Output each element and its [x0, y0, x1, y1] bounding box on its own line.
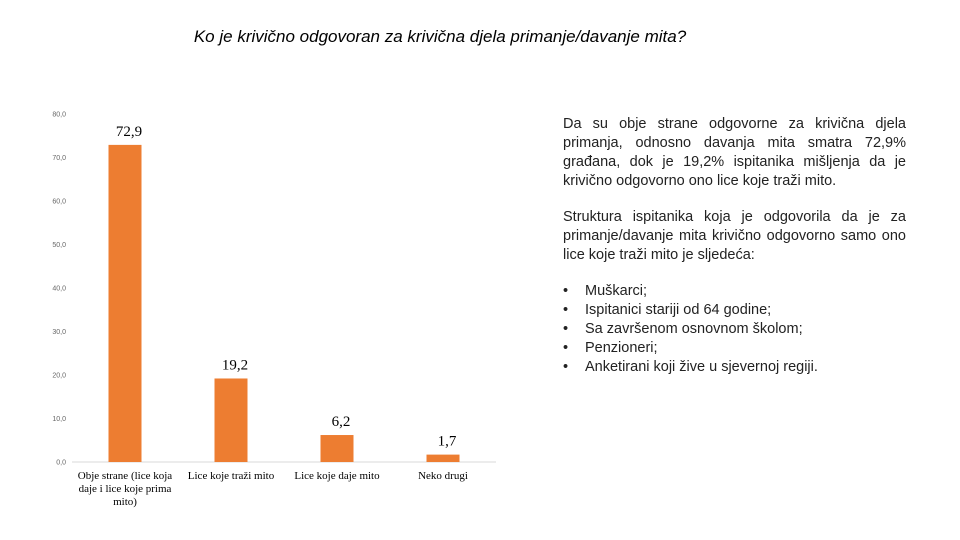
data-label: 72,9 [116, 124, 142, 140]
y-tick-label: 50,0 [52, 242, 66, 249]
data-label: 6,2 [332, 414, 351, 430]
data-label: 1,7 [438, 434, 457, 450]
y-tick-label: 40,0 [52, 286, 66, 293]
y-tick-label: 10,0 [52, 416, 66, 423]
bullet-item: Penzioneri; [563, 339, 906, 358]
chart-title: Ko je krivično odgovoran za krivična dje… [193, 27, 687, 46]
commentary-paragraph-1: Da su obje strane odgovorne za krivična … [563, 116, 906, 189]
bullet-item: Sa završenom osnovnom školom; [563, 320, 906, 339]
y-tick-label: 20,0 [52, 373, 66, 380]
respondent-structure-list: Muškarci;Ispitanici stariji od 64 godine… [563, 282, 906, 377]
y-tick-label: 70,0 [52, 155, 66, 162]
bar [108, 144, 142, 462]
y-tick-label: 60,0 [52, 199, 66, 206]
bullet-item: Ispitanici stariji od 64 godine; [563, 301, 906, 320]
x-category-label: Neko drugi [418, 470, 468, 482]
x-category-label: Lice koje traži mito [187, 470, 275, 482]
bar [426, 454, 460, 462]
data-label: 19,2 [222, 357, 248, 373]
y-tick-label: 0,0 [56, 460, 66, 467]
bullet-item: Muškarci; [563, 282, 906, 301]
y-tick-label: 30,0 [52, 329, 66, 336]
x-category-label: Lice koje daje mito [294, 470, 380, 482]
bullet-item: Anketirani koji žive u sjevernoj regiji. [563, 358, 906, 377]
bar [320, 435, 354, 462]
commentary-paragraph-2: Struktura ispitanika koja je odgovorila … [563, 209, 906, 263]
x-category-label: Obje strane (lice koja daje i lice koje … [77, 470, 173, 508]
y-tick-label: 80,0 [52, 112, 66, 119]
commentary-panel: Da su obje strane odgovorne za krivična … [563, 115, 906, 377]
bar [214, 378, 248, 462]
